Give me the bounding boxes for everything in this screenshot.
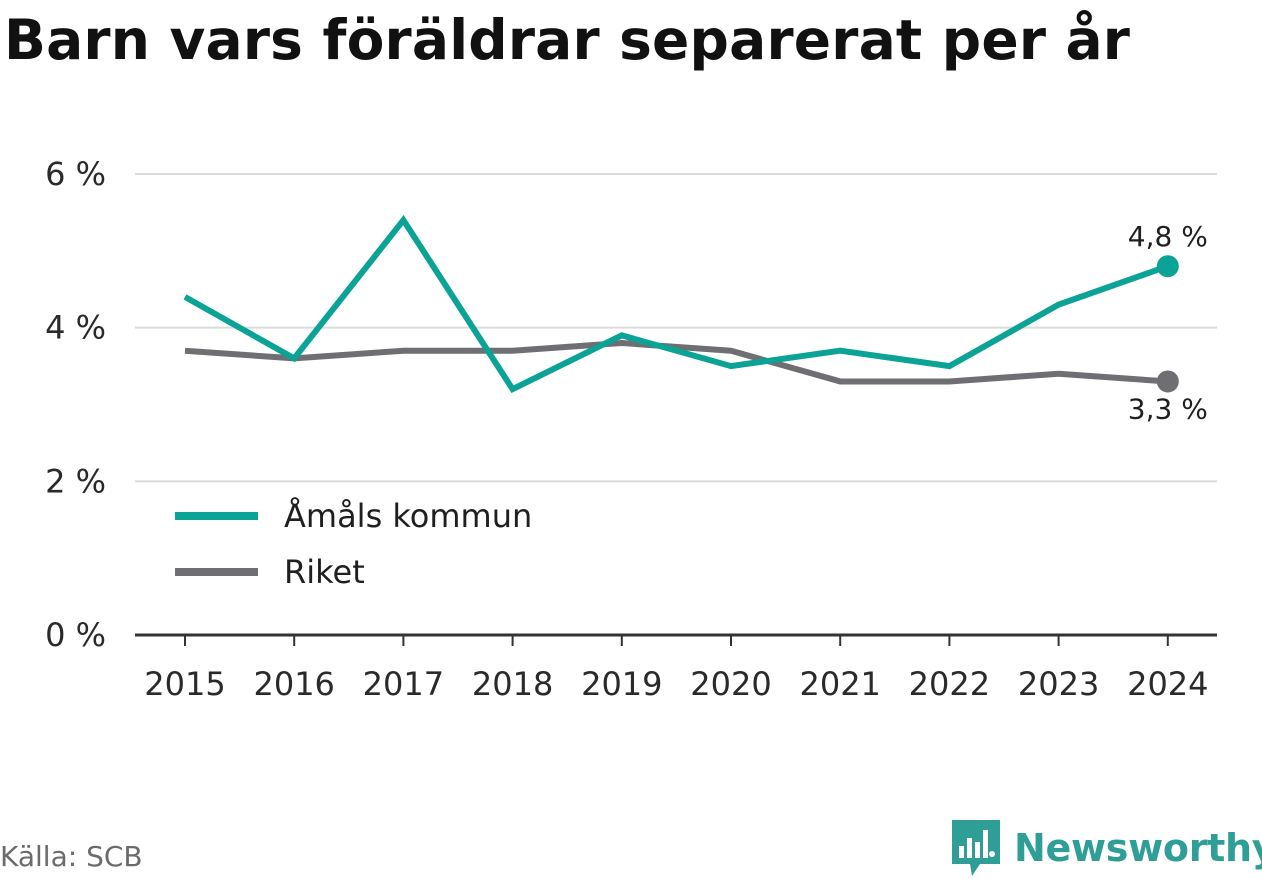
source-note: Källa: SCB bbox=[0, 840, 143, 873]
series-line bbox=[184, 340, 1169, 385]
x-tick-label: 2024 bbox=[1127, 665, 1208, 703]
end-labels: 3,3 % 4,8 % bbox=[1128, 220, 1208, 425]
newsworthy-logo: Newsworthy bbox=[950, 818, 1262, 878]
y-tick-label: 4 % bbox=[45, 309, 106, 347]
y-axis-tick-labels: 0 % 2 % 4 % 6 % bbox=[45, 155, 106, 654]
x-axis bbox=[135, 633, 1217, 646]
newsworthy-logo-icon bbox=[952, 820, 1000, 876]
y-tick-label: 6 % bbox=[45, 155, 106, 193]
line-chart: 0 % 2 % 4 % 6 % 2015 2016 2017 2018 2019 2020 202… bbox=[45, 155, 1217, 703]
grid-lines bbox=[135, 173, 1217, 483]
legend-label: Åmåls kommun bbox=[284, 497, 532, 535]
series-end-label: 3,3 % bbox=[1128, 392, 1208, 425]
chart-title: Barn vars föräldrar separerat per år bbox=[4, 8, 1131, 72]
series-lines bbox=[183, 214, 1179, 394]
y-tick-label: 2 % bbox=[45, 462, 106, 500]
x-tick-label: 2022 bbox=[909, 665, 990, 703]
series-end-label: 4,8 % bbox=[1128, 220, 1208, 253]
series-line bbox=[183, 214, 1169, 394]
x-tick-label: 2015 bbox=[144, 665, 225, 703]
x-tick-label: 2016 bbox=[253, 665, 334, 703]
series-end-point bbox=[1156, 370, 1179, 393]
legend-label: Riket bbox=[284, 553, 365, 591]
x-tick-label: 2021 bbox=[799, 665, 880, 703]
x-tick-label: 2020 bbox=[690, 665, 771, 703]
x-tick-label: 2018 bbox=[472, 665, 553, 703]
series-end-point bbox=[1156, 255, 1179, 278]
x-tick-label: 2017 bbox=[363, 665, 444, 703]
y-tick-label: 0 % bbox=[45, 616, 106, 654]
brand-name: Newsworthy bbox=[1014, 826, 1262, 870]
x-tick-label: 2019 bbox=[581, 665, 662, 703]
x-tick-label: 2023 bbox=[1018, 665, 1099, 703]
x-axis-tick-labels: 2015 2016 2017 2018 2019 2020 2021 2022 2023 2024 bbox=[144, 665, 1208, 703]
legend: Åmåls kommun Riket bbox=[175, 497, 532, 591]
